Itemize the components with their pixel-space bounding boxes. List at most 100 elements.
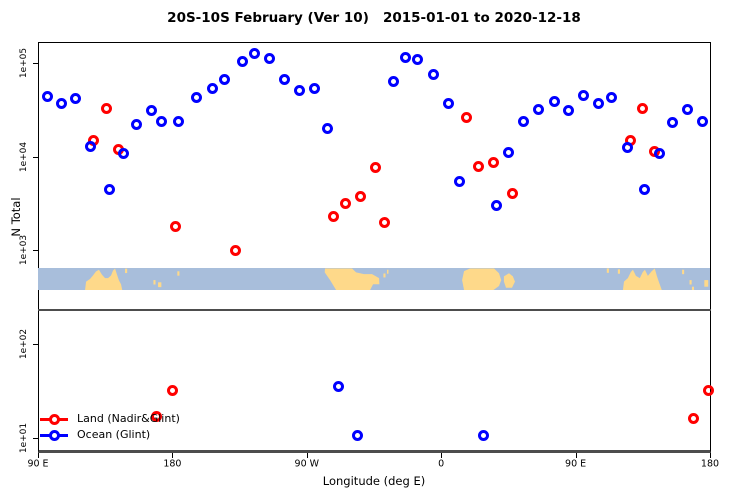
data-point-ocean xyxy=(332,381,344,393)
land-shape xyxy=(462,268,502,290)
data-point-land xyxy=(461,112,473,124)
data-point-ocean xyxy=(117,148,129,160)
y-tick-mark xyxy=(33,156,38,158)
data-point-land xyxy=(340,197,352,209)
data-point-ocean xyxy=(549,95,561,107)
data-point-land xyxy=(229,244,241,256)
legend-ring-land-icon xyxy=(49,413,60,425)
y-tick-label: 1e+02 xyxy=(19,328,29,360)
data-point-ocean xyxy=(293,84,305,96)
data-point-ocean xyxy=(104,183,116,195)
data-point-ocean xyxy=(443,98,455,109)
data-point-ocean xyxy=(237,55,249,67)
data-point-ocean xyxy=(653,148,665,160)
island-shape xyxy=(704,279,709,287)
data-point-land xyxy=(703,385,714,396)
y-tick-label: 1e+04 xyxy=(19,141,29,172)
plot-area xyxy=(38,42,711,453)
data-point-ocean xyxy=(172,115,184,127)
data-point-ocean xyxy=(532,103,544,115)
legend-row-land: Land (Nadir&Glint) xyxy=(40,411,180,427)
x-tick-mark xyxy=(441,453,443,458)
data-point-ocean xyxy=(56,98,68,109)
data-point-ocean xyxy=(352,430,364,442)
legend-marker-ocean-icon xyxy=(40,429,68,441)
data-point-ocean xyxy=(491,200,502,212)
data-point-ocean xyxy=(638,183,650,195)
data-point-ocean xyxy=(146,105,157,117)
data-point-land xyxy=(355,190,367,202)
x-tick-mark xyxy=(575,453,577,458)
data-point-land xyxy=(150,410,162,422)
data-point-ocean xyxy=(622,141,634,153)
legend-label-land: Land (Nadir&Glint) xyxy=(77,412,180,425)
separator-line xyxy=(38,309,711,312)
x-tick-label: 180 xyxy=(700,458,720,470)
legend-marker-land-icon xyxy=(40,413,68,425)
x-tick-label: 90 E xyxy=(565,458,587,470)
chart-title: 20S-10S February (Ver 10) 2015-01-01 to … xyxy=(167,10,581,26)
data-point-ocean xyxy=(190,91,202,103)
x-tick-mark xyxy=(710,453,711,458)
data-point-land xyxy=(688,413,700,425)
data-point-ocean xyxy=(69,92,81,104)
island-shape xyxy=(125,268,128,273)
data-point-land xyxy=(379,216,390,228)
data-point-ocean xyxy=(605,91,617,103)
data-point-ocean xyxy=(682,103,694,115)
data-point-ocean xyxy=(428,68,440,80)
data-point-land xyxy=(507,187,519,199)
data-point-land xyxy=(328,211,340,222)
island-shape xyxy=(617,269,620,274)
world-map-strip xyxy=(38,267,710,290)
data-point-ocean xyxy=(411,53,423,65)
y-tick-mark xyxy=(33,344,38,346)
x-tick-label: 90 W xyxy=(294,458,320,470)
island-shape xyxy=(691,286,695,290)
data-point-ocean xyxy=(264,52,275,64)
x-tick-label: 0 xyxy=(438,458,445,470)
data-point-land xyxy=(637,102,649,114)
data-point-land xyxy=(169,221,181,232)
data-point-land xyxy=(488,157,499,169)
data-point-ocean xyxy=(562,105,574,117)
data-point-ocean xyxy=(592,98,604,109)
data-point-ocean xyxy=(322,123,334,134)
x-tick-mark xyxy=(306,453,308,458)
land-shape xyxy=(85,268,123,290)
data-point-ocean xyxy=(84,140,96,152)
legend-row-ocean: Ocean (Glint) xyxy=(40,427,180,443)
island-shape xyxy=(386,269,389,274)
x-tick-mark xyxy=(38,453,39,458)
y-tick-label: 1e+05 xyxy=(19,47,29,79)
data-point-ocean xyxy=(477,430,489,442)
land-shape xyxy=(622,268,662,290)
island-shape xyxy=(606,268,609,273)
island-shape xyxy=(158,282,162,288)
land-shape xyxy=(324,268,380,290)
y-tick-mark xyxy=(33,437,38,439)
data-point-land xyxy=(473,161,484,173)
island-shape xyxy=(177,271,180,276)
y-tick-mark xyxy=(33,63,38,64)
data-point-ocean xyxy=(502,147,514,159)
x-tick-mark xyxy=(172,453,174,458)
data-point-ocean xyxy=(131,119,143,131)
data-point-ocean xyxy=(41,90,53,102)
legend-ring-ocean-icon xyxy=(49,429,60,441)
data-point-land xyxy=(101,102,113,114)
data-point-ocean xyxy=(667,117,679,129)
data-point-ocean xyxy=(517,115,529,127)
data-point-ocean xyxy=(219,74,231,86)
x-tick-label: 180 xyxy=(163,458,182,470)
data-point-ocean xyxy=(249,48,260,60)
island-shape xyxy=(689,279,692,285)
data-point-ocean xyxy=(308,82,320,94)
data-point-land xyxy=(166,385,178,396)
island-shape xyxy=(153,279,156,285)
legend: Land (Nadir&Glint) Ocean (Glint) xyxy=(40,411,180,443)
data-point-ocean xyxy=(156,115,168,127)
data-point-ocean xyxy=(697,115,708,127)
data-point-ocean xyxy=(399,51,411,63)
